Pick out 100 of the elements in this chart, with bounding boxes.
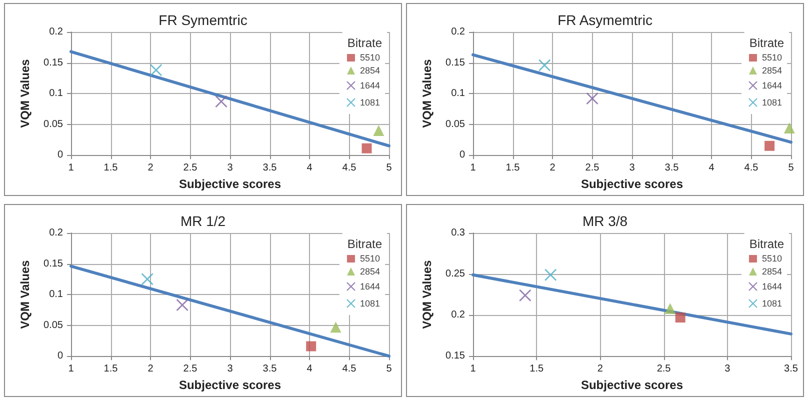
y-tick-label: 0 [57, 350, 64, 362]
x-tick-label: 5 [386, 162, 392, 174]
point [675, 312, 686, 323]
x-tick-label: 4.5 [342, 364, 357, 375]
y-tick-label: 0.15 [44, 258, 64, 270]
legend-label: 1644 [360, 80, 380, 90]
x-tick-label: 4 [306, 364, 313, 375]
y-tick-label: 0.05 [44, 118, 64, 130]
x-tick-label: 3 [724, 364, 731, 375]
x-tick-label: 2.5 [183, 162, 198, 174]
x-tick-label: 1 [68, 364, 74, 375]
x-tick-label: 4 [708, 162, 715, 174]
y-tick-label: 0 [57, 150, 64, 161]
legend-title: Bitrate [749, 237, 784, 251]
legend-label: 1081 [762, 98, 782, 108]
y-tick-label: 0.2 [49, 26, 64, 38]
legend-label: 1081 [360, 298, 380, 308]
point [330, 322, 342, 333]
y-tick-label: 0.2 [49, 228, 64, 238]
y-axis-title: VQM Values [18, 260, 32, 329]
y-tick-label: 0.1 [451, 88, 466, 100]
x-tick-label: 1.5 [104, 162, 118, 174]
y-tick-label: 0.15 [44, 57, 64, 68]
legend-label: 1081 [762, 298, 782, 308]
legend-label: 2854 [762, 266, 782, 276]
legend-title: Bitrate [347, 237, 382, 251]
y-tick-label: 0.1 [49, 88, 64, 100]
point [784, 122, 795, 134]
point [141, 272, 154, 286]
legend-label: 2854 [360, 66, 380, 76]
point [544, 268, 557, 282]
x-axis-title: Subjective scores [178, 177, 282, 191]
y-tick-label: 0.1 [49, 289, 64, 300]
x-axis-title: Subjective scores [580, 177, 684, 191]
x-tick-label: 2.5 [585, 162, 600, 174]
legend-label: 2854 [762, 66, 782, 76]
y-tick-label: 0.15 [446, 57, 466, 68]
legend-label: 1644 [762, 80, 782, 90]
y-tick-label: 0.05 [446, 118, 466, 130]
legend-label: 5510 [762, 254, 782, 264]
chart-title: FR Symemtric [158, 12, 248, 28]
point [373, 124, 384, 136]
point [586, 92, 598, 105]
y-tick-label: 0.2 [451, 310, 466, 321]
point [362, 143, 372, 154]
x-tick-label: 5 [788, 162, 794, 174]
x-tick-label: 1.5 [506, 162, 520, 174]
x-tick-label: 4.5 [744, 162, 759, 174]
x-tick-label: 3 [227, 162, 234, 174]
y-tick-label: 0.15 [446, 350, 466, 362]
legend-label: 5510 [360, 52, 380, 62]
x-tick-label: 3 [227, 364, 234, 375]
legend-title: Bitrate [347, 36, 382, 50]
x-tick-label: 3.5 [784, 364, 798, 375]
legend-label: 5510 [360, 254, 380, 264]
x-tick-label: 2.5 [183, 364, 198, 375]
x-tick-label: 2 [148, 364, 154, 375]
x-tick-label: 5 [386, 364, 392, 375]
point [215, 95, 228, 108]
x-tick-label: 1 [470, 364, 476, 375]
x-tick-label: 1.5 [530, 364, 544, 375]
point [306, 341, 316, 352]
y-tick-label: 0.2 [451, 26, 466, 38]
legend-label: 5510 [762, 52, 782, 62]
point [176, 298, 188, 312]
y-tick-label: 0.25 [446, 268, 466, 280]
point [538, 59, 551, 72]
point [518, 289, 532, 302]
y-tick-label: 0 [459, 150, 466, 161]
x-tick-label: 2 [148, 162, 154, 174]
chart-title: MR 1/2 [180, 213, 226, 229]
point [664, 303, 676, 314]
legend-label: 1644 [762, 282, 782, 292]
x-tick-label: 3.5 [262, 162, 278, 174]
x-tick-label: 2 [550, 162, 556, 174]
x-tick-label: 4.5 [342, 162, 357, 174]
x-tick-label: 3.5 [262, 364, 278, 375]
y-tick-label: 0.05 [44, 320, 64, 331]
x-tick-label: 4 [306, 162, 313, 174]
x-tick-label: 1 [470, 162, 476, 174]
y-axis-title: VQM Values [420, 58, 434, 128]
legend-label: 1644 [360, 282, 380, 292]
y-tick-label: 0.3 [451, 228, 466, 238]
x-tick-label: 1 [68, 162, 74, 174]
x-tick-label: 3.5 [664, 162, 680, 174]
x-tick-label: 2 [597, 364, 604, 375]
chart-title: MR 3/8 [582, 213, 628, 229]
y-axis-title: VQM Values [18, 58, 32, 128]
x-tick-label: 3 [629, 162, 636, 174]
chart-title: FR Asymemtric [558, 12, 652, 28]
legend-label: 1081 [360, 98, 380, 108]
x-tick-label: 1.5 [104, 364, 118, 375]
legend-title: Bitrate [749, 36, 784, 50]
point [764, 140, 775, 151]
y-axis-title: VQM Values [420, 260, 434, 329]
point [150, 64, 162, 76]
x-axis-title: Subjective scores [580, 378, 684, 392]
legend-label: 2854 [360, 266, 380, 276]
x-tick-label: 2.5 [656, 364, 672, 375]
x-axis-title: Subjective scores [178, 378, 282, 392]
